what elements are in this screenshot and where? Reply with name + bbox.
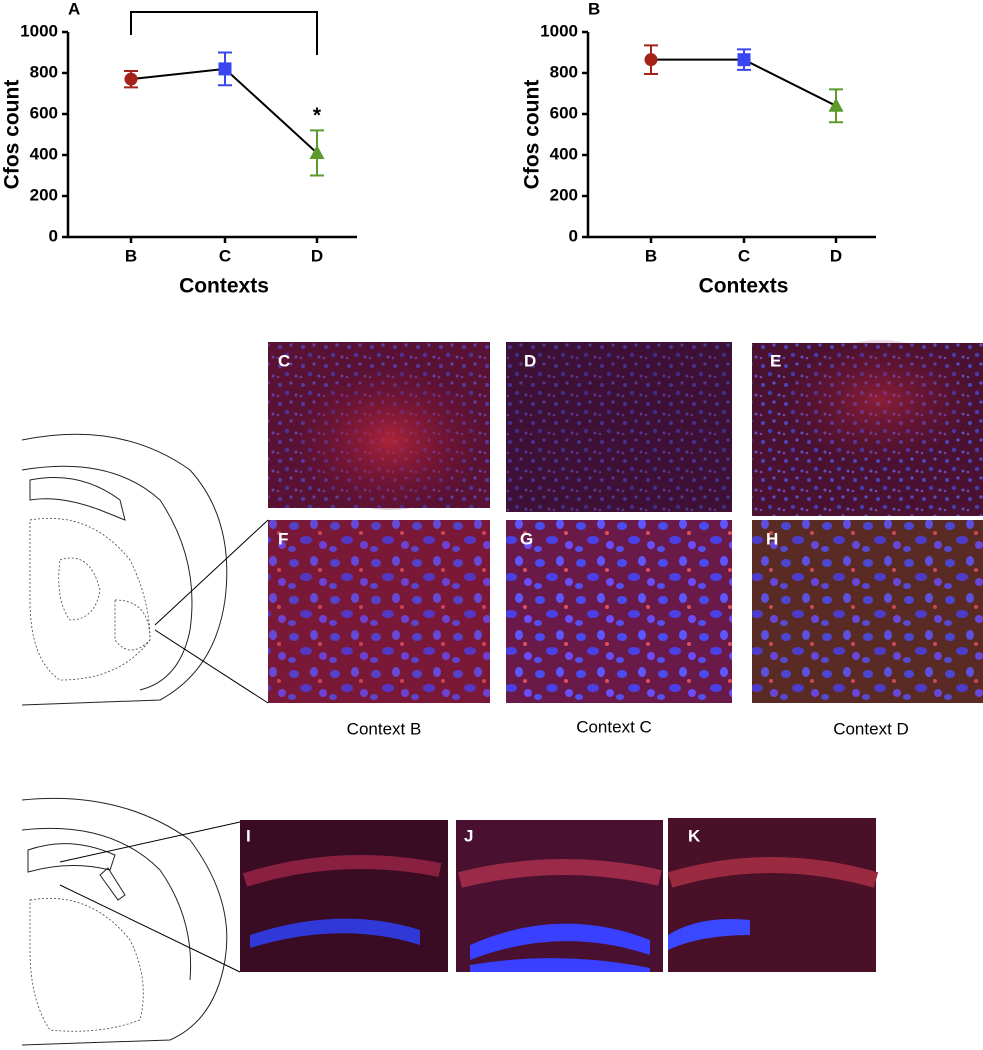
y-tick-label: 0 <box>569 226 578 245</box>
hippocampus <box>27 843 116 873</box>
y-tick-label: 800 <box>550 62 578 81</box>
dentate-gyrus <box>668 919 750 950</box>
marker <box>644 53 658 67</box>
panel-labels: C D E F G H I J K Context B Context C Co… <box>246 351 909 845</box>
marker <box>218 62 232 76</box>
charts: 0 200 400 600 800 1000 Cfos count Contexts A B C D *… <box>1 0 876 298</box>
brain-schematic <box>21 433 269 1046</box>
micrograph <box>668 818 876 972</box>
y-tick-label: 0 <box>49 226 58 245</box>
y-tick-label: 200 <box>550 185 578 204</box>
ca-layer <box>242 855 442 887</box>
significance-bracket <box>130 11 318 55</box>
panel-label: I <box>246 826 251 845</box>
connector <box>59 821 241 863</box>
outline <box>21 465 193 691</box>
caption: Context D <box>833 719 909 738</box>
marker <box>309 144 325 159</box>
marker <box>124 72 138 86</box>
panel-label: C <box>278 351 290 370</box>
axes <box>66 32 357 239</box>
marker <box>828 97 844 112</box>
significance: * <box>313 104 322 127</box>
x-axis-label: Contexts <box>699 275 789 298</box>
micrograph <box>240 820 448 972</box>
caption: Context C <box>576 717 652 736</box>
ca-layer <box>667 857 879 888</box>
panel-label: A <box>68 0 80 18</box>
x-tick-label: C <box>219 246 231 265</box>
connector <box>59 884 241 973</box>
x-tick-label: B <box>125 246 137 265</box>
panel-label: G <box>520 529 533 548</box>
panel-label: E <box>770 351 781 370</box>
y-tick-label: 800 <box>30 62 58 81</box>
region <box>29 517 151 681</box>
y-tick-label: 1000 <box>20 21 58 40</box>
y-tick-label: 600 <box>550 103 578 122</box>
ca-layer <box>458 858 662 888</box>
outline <box>21 797 228 1046</box>
region <box>58 557 151 651</box>
outline <box>21 827 192 981</box>
x-tick-label: D <box>830 246 842 265</box>
micrograph-texture <box>268 520 490 703</box>
dentate-gyrus <box>470 958 650 972</box>
dentate-gyrus <box>250 918 420 948</box>
marker <box>737 53 751 67</box>
x-tick-label: B <box>645 246 657 265</box>
y-tick-label: 600 <box>30 103 58 122</box>
y-tick-label: 400 <box>30 144 58 163</box>
panel-label: D <box>524 351 536 370</box>
x-axis-label: Contexts <box>179 275 269 298</box>
caption: Context B <box>347 719 422 738</box>
connector <box>154 629 269 704</box>
panel-label: H <box>766 529 778 548</box>
y-axis-label: Cfos count <box>1 80 24 190</box>
y-axis-label: Cfos count <box>521 80 544 190</box>
panel-label: J <box>464 826 473 845</box>
dentate-gyrus <box>470 923 650 960</box>
connector <box>154 519 269 626</box>
ventricle <box>99 867 126 901</box>
micrographs <box>240 340 983 972</box>
y-tick-label: 200 <box>30 185 58 204</box>
panel-label: K <box>688 826 701 845</box>
micrograph-glow <box>300 370 480 510</box>
micrograph-texture <box>506 342 732 512</box>
micrograph-glow <box>790 340 970 460</box>
axes <box>586 32 876 239</box>
panel-label: F <box>278 529 288 548</box>
region <box>29 897 144 1032</box>
y-tick-label: 400 <box>550 144 578 163</box>
outline <box>21 433 228 706</box>
x-tick-label: C <box>738 246 750 265</box>
micrograph-texture <box>506 520 732 703</box>
ventricle <box>29 477 126 521</box>
y-tick-label: 1000 <box>540 21 578 40</box>
panel-label: B <box>588 0 600 18</box>
micrograph-texture <box>752 520 983 703</box>
x-tick-label: D <box>311 246 323 265</box>
